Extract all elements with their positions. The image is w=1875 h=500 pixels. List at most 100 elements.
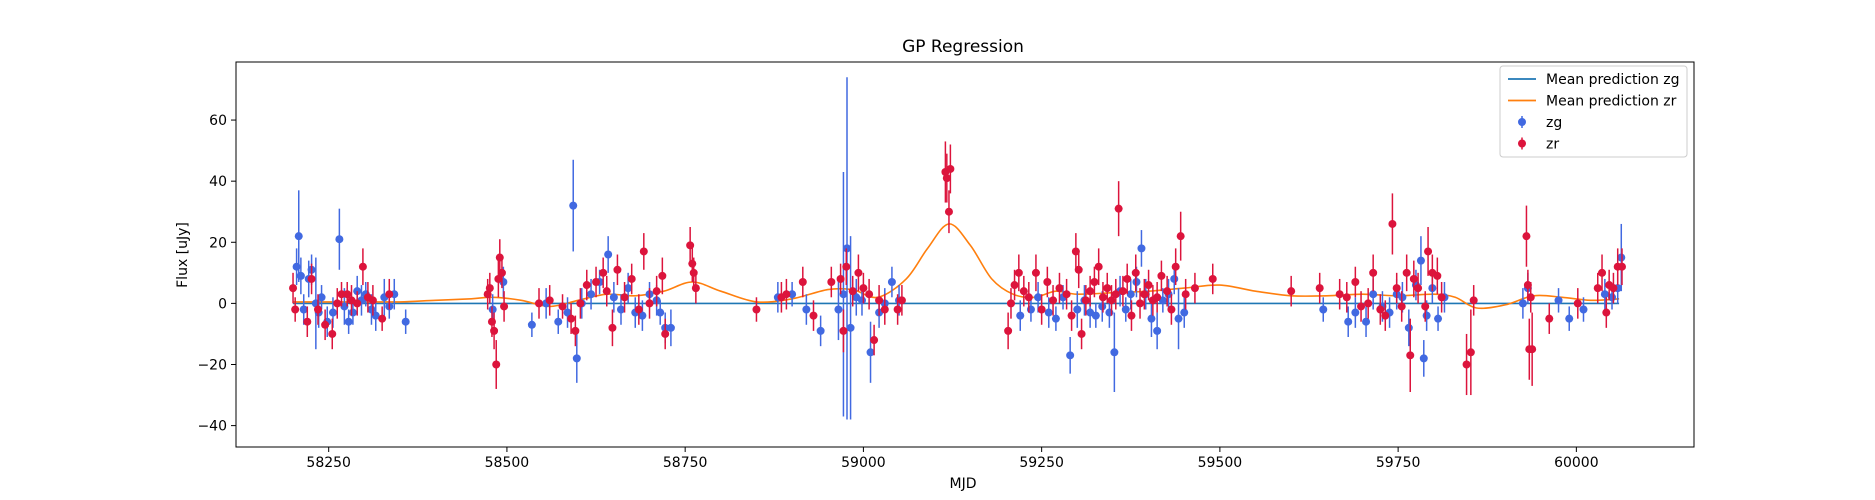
zr-point [492, 360, 501, 369]
zr-point [313, 305, 322, 314]
zg-point [1137, 244, 1146, 253]
zr-point [567, 314, 576, 323]
x-tick-label: 58250 [306, 455, 351, 471]
zr-point [1094, 262, 1103, 271]
x-tick-label: 59000 [841, 455, 886, 471]
zg-point [1434, 314, 1443, 323]
zg-point [1369, 290, 1378, 299]
zg-point [887, 278, 896, 286]
zr-point [798, 278, 807, 286]
zr-point [1397, 302, 1406, 311]
zg-point [569, 201, 578, 210]
zr-point [321, 320, 330, 329]
zr-point [752, 305, 761, 314]
zr-point [1414, 284, 1423, 293]
zr-point [1144, 281, 1153, 290]
zr-point [1402, 268, 1411, 277]
zr-point [1077, 329, 1086, 338]
zr-point [875, 296, 884, 305]
zr-legend-marker [1518, 139, 1526, 148]
zg-point [1319, 305, 1328, 314]
zg-point [1044, 308, 1053, 317]
zr-point [500, 302, 509, 311]
zr-point [1335, 290, 1344, 299]
zr-point [1067, 311, 1076, 320]
zg-point [788, 290, 797, 299]
zg-point [857, 296, 866, 305]
zr-point [1381, 311, 1390, 320]
y-tick-label: −20 [197, 358, 227, 374]
zr-point [842, 262, 851, 271]
zr-point [1351, 278, 1360, 286]
y-axis-label: Flux [uJy] [175, 222, 191, 288]
zr-point [582, 281, 591, 290]
zr-point [558, 302, 567, 311]
zr-point [620, 293, 629, 302]
zr-point [839, 326, 848, 335]
zg-point [527, 320, 536, 329]
zg-point [1051, 314, 1060, 323]
zr-point [1153, 293, 1162, 302]
zr-point [1004, 326, 1013, 335]
zr-point [1421, 302, 1430, 311]
y-tick-label: 60 [209, 113, 227, 129]
zr-point [1376, 305, 1385, 314]
zg-point [866, 348, 875, 357]
x-tick-label: 59250 [1019, 455, 1064, 471]
zr-point [893, 305, 902, 314]
zr-point [545, 296, 554, 305]
zg-point [1121, 305, 1130, 314]
zr-point [1055, 284, 1064, 293]
zg-point [554, 317, 563, 326]
zg-point [296, 271, 305, 280]
zg-point [1066, 351, 1075, 360]
legend-label: zr [1546, 137, 1559, 153]
zr-point [827, 278, 836, 286]
zr-point [1609, 284, 1618, 293]
zr-point [1462, 360, 1471, 369]
zr-point [1598, 268, 1607, 277]
zg-point [563, 308, 572, 317]
zr-point [848, 287, 857, 296]
zr-point [1098, 293, 1107, 302]
zg-point [371, 311, 380, 320]
zg-point [1170, 274, 1179, 283]
zr-point [1388, 219, 1397, 228]
zr-point [1424, 247, 1433, 256]
zr-point [1163, 287, 1172, 296]
plot-frame [235, 61, 1695, 448]
zr-point [1315, 284, 1324, 293]
zr-point [1526, 293, 1535, 302]
zr-point [1545, 314, 1554, 323]
x-tick-label: 60000 [1554, 455, 1599, 471]
zr-point [613, 265, 622, 274]
zr-point [1019, 287, 1028, 296]
zr-point [865, 290, 874, 299]
zr-point [1469, 296, 1478, 305]
zg-point [1416, 256, 1425, 265]
zr-point [1043, 278, 1052, 286]
legend-label: Mean prediction zr [1546, 94, 1677, 110]
zg-point [604, 250, 613, 259]
zr-point [944, 207, 953, 216]
zg-point [656, 308, 665, 317]
legend-box [1499, 65, 1688, 158]
zr-point [303, 317, 312, 326]
zr-point [1167, 305, 1176, 314]
zr-point [645, 299, 654, 308]
zr-point [942, 174, 951, 183]
zr-point [897, 296, 906, 305]
zr-point [1364, 299, 1373, 308]
zr-point [1031, 268, 1040, 277]
zr-point [1369, 268, 1378, 277]
zg-point [401, 317, 410, 326]
zr-point [1010, 281, 1019, 290]
zg-point [1579, 305, 1588, 314]
zr-point [809, 311, 818, 320]
zr-point [634, 305, 643, 314]
zr-point [1357, 302, 1366, 311]
zr-point [1157, 271, 1166, 280]
zr-point [652, 287, 661, 296]
zr-point [368, 296, 377, 305]
zr-point [854, 268, 863, 277]
